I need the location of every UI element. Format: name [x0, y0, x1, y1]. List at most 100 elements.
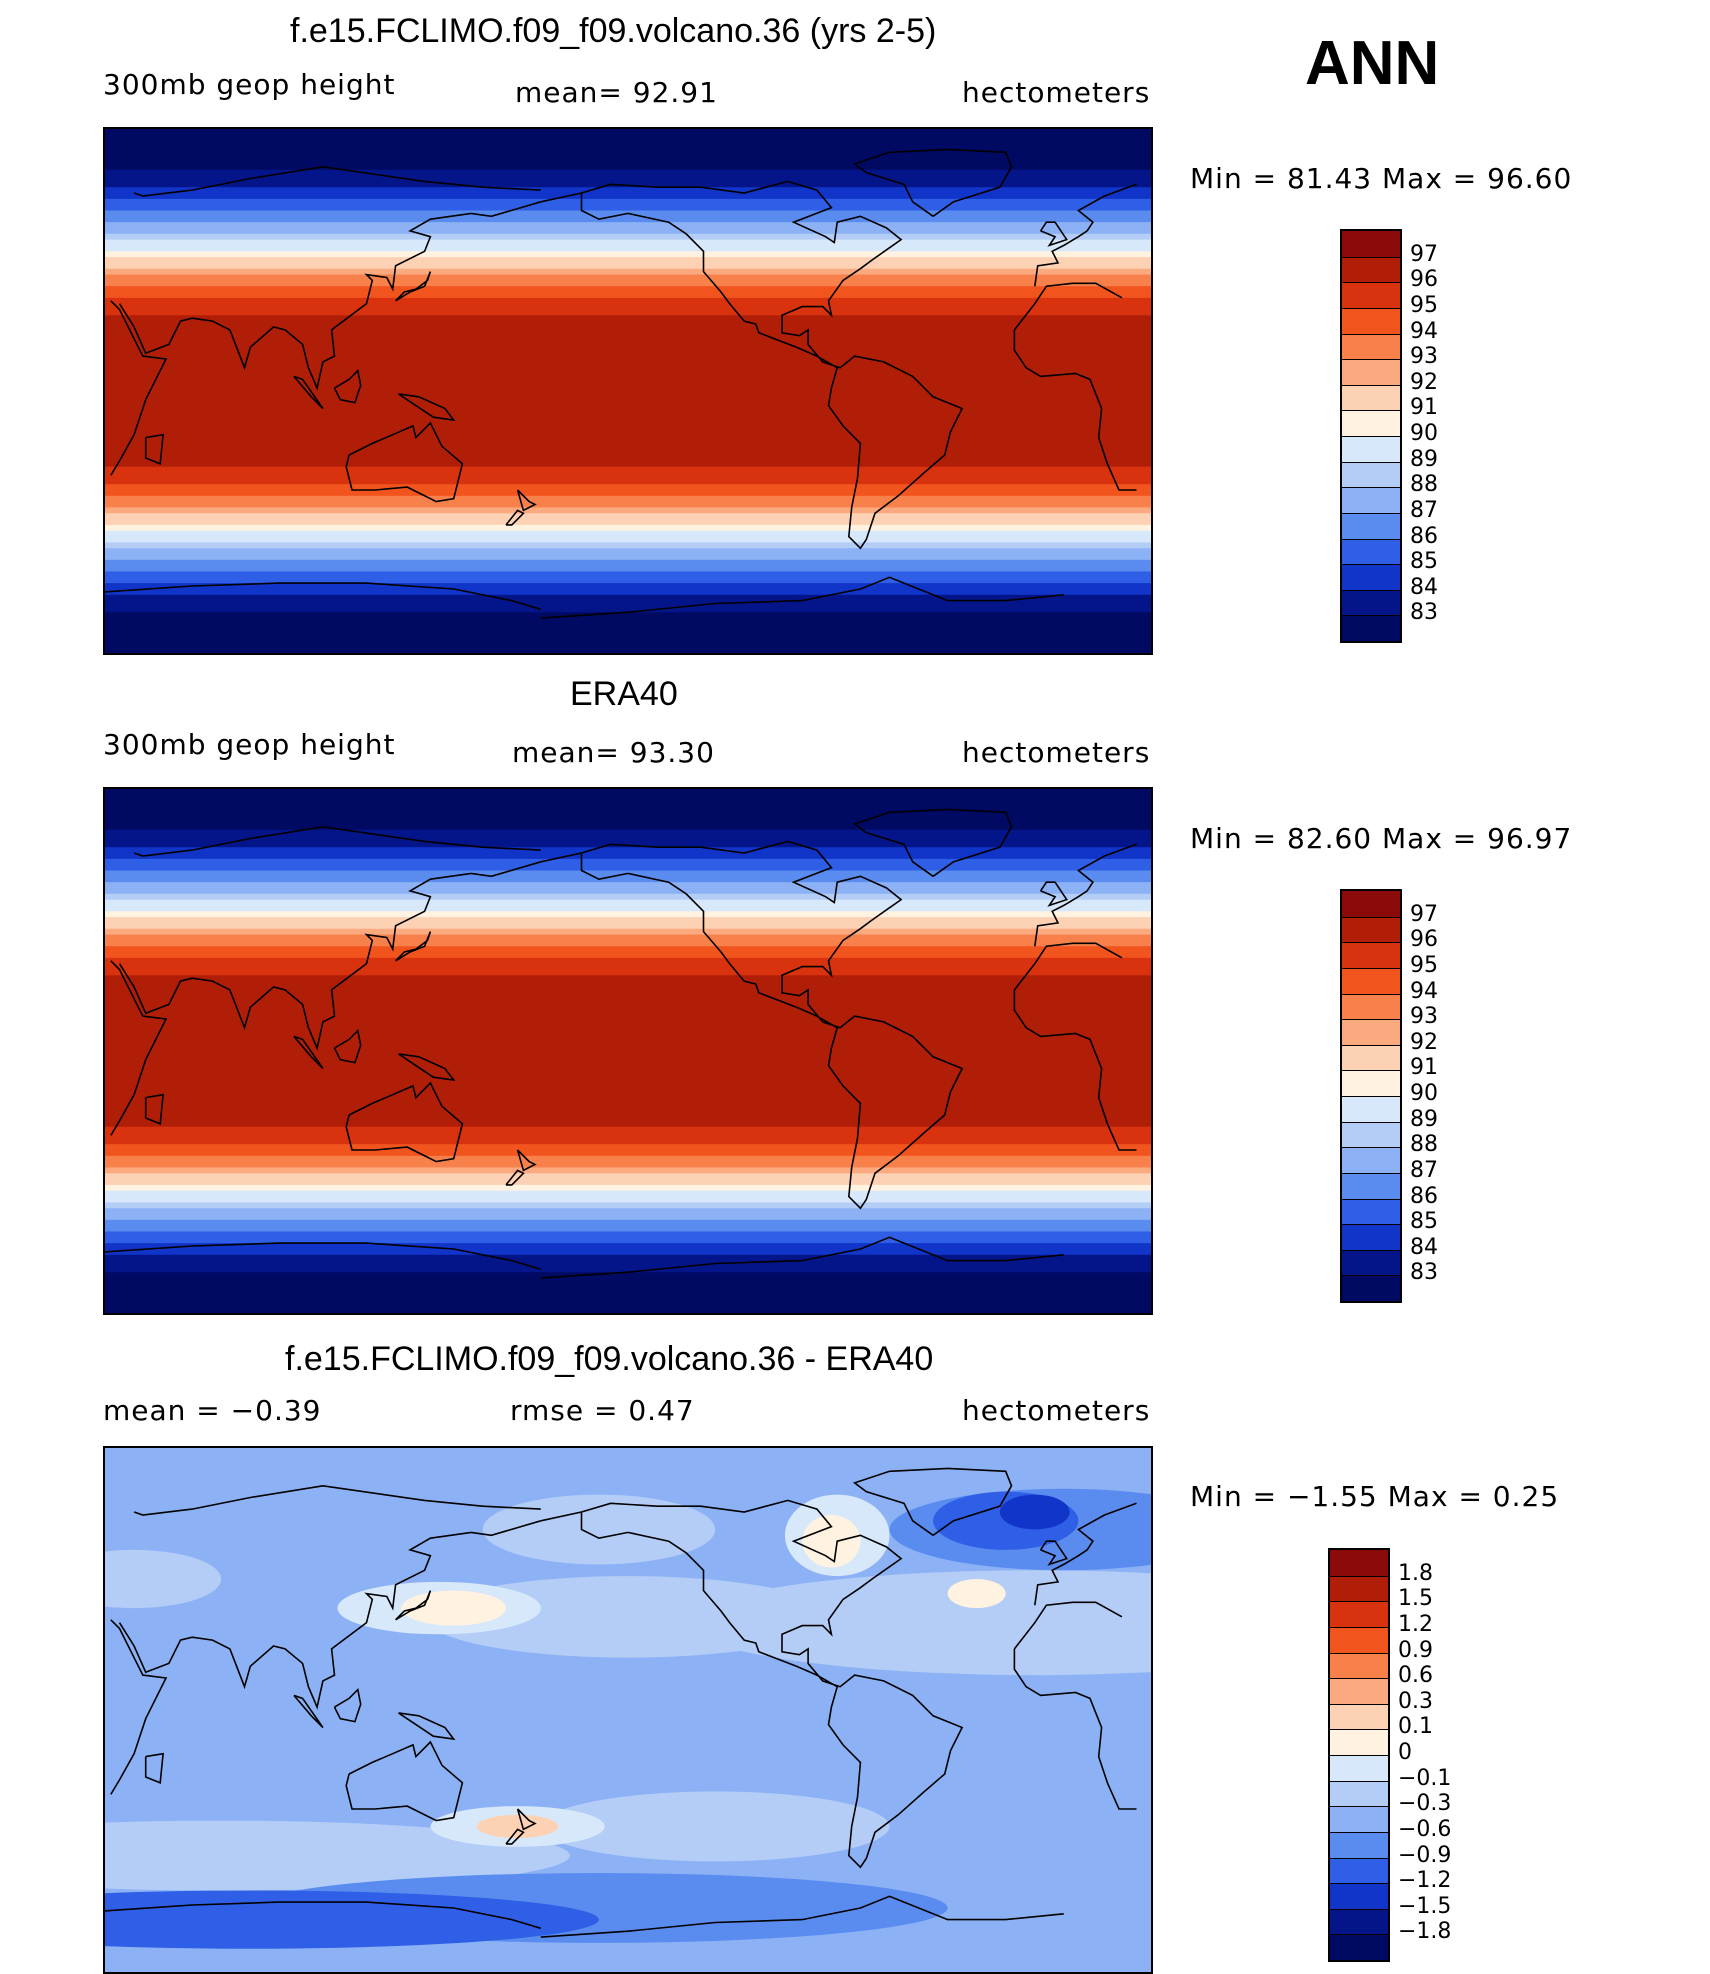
- contour-band: [105, 1301, 1151, 1308]
- colorbar-swatch: [1342, 512, 1400, 539]
- contour-band: [105, 193, 1151, 200]
- contour-band: [105, 794, 1151, 802]
- contour-band: [105, 1016, 1151, 1023]
- contour-band: [105, 1254, 1151, 1262]
- coastline: [505, 1169, 525, 1186]
- coastline: [398, 1053, 456, 1082]
- contour-band: [105, 577, 1151, 584]
- contour-band: [105, 315, 1151, 322]
- contour-band: [105, 800, 1151, 808]
- contour-band: [105, 367, 1151, 375]
- contour-band: [105, 565, 1151, 573]
- contour-band: [105, 140, 1151, 148]
- contour-band: [105, 356, 1151, 363]
- colorbar-swatch: [1342, 461, 1400, 488]
- colorbar-swatch: [1342, 891, 1400, 917]
- colorbar-label: 0.6: [1398, 1663, 1433, 1689]
- units-label: hectometers: [962, 1394, 1151, 1427]
- contour-band: [105, 379, 1151, 386]
- colorbar-label: 91: [1410, 1055, 1438, 1081]
- colorbar-swatch: [1342, 589, 1400, 616]
- contour-band: [105, 882, 1151, 889]
- contour-band: [105, 239, 1151, 247]
- colorbar-label: 97: [1410, 241, 1438, 267]
- contour-band: [105, 981, 1151, 988]
- coastline: [110, 942, 1137, 1151]
- coastline: [852, 808, 1013, 877]
- contour-band: [105, 431, 1151, 439]
- colorbar-swatch: [1342, 993, 1400, 1020]
- contour-band: [105, 1196, 1151, 1203]
- contour-band: [105, 455, 1151, 462]
- contour-band: [105, 623, 1151, 631]
- contour-band: [105, 530, 1151, 538]
- contour-band: [105, 449, 1151, 456]
- coastline: [516, 1149, 537, 1172]
- contour-band: [105, 952, 1151, 959]
- contour-band: [105, 1190, 1151, 1198]
- contour-band: [105, 361, 1151, 369]
- contour-band: [105, 1074, 1151, 1081]
- coastline: [133, 165, 1137, 287]
- contour-band: [105, 1289, 1151, 1297]
- coastline: [852, 1467, 1013, 1536]
- colorbar-label: 97: [1410, 901, 1438, 927]
- colorbar-label: 90: [1410, 421, 1438, 446]
- coastline: [540, 1499, 964, 1869]
- contour-band: [105, 629, 1151, 637]
- contour-band: [105, 1266, 1151, 1273]
- contour-band: [105, 928, 1151, 936]
- contour-band: [105, 1149, 1151, 1157]
- contour-band: [105, 1080, 1151, 1087]
- contour-band: [105, 835, 1151, 842]
- contour-band: [105, 134, 1151, 142]
- contour-band: [105, 818, 1151, 825]
- coastline: [540, 180, 964, 550]
- colorbar-label: 87: [1410, 497, 1438, 523]
- contour-blob: [482, 1494, 716, 1565]
- contour-band: [105, 1132, 1151, 1139]
- colorbar-label: −0.3: [1398, 1791, 1452, 1817]
- colorbar-swatch: [1330, 1601, 1388, 1627]
- colorbar-label: 94: [1410, 318, 1438, 344]
- contour-band: [105, 163, 1151, 171]
- rmse-label: rmse = 0.47: [510, 1394, 695, 1427]
- contour-band: [105, 911, 1151, 918]
- contour-band: [105, 391, 1151, 398]
- colorbar-difference: [1328, 1548, 1390, 1962]
- contour-band: [105, 297, 1151, 305]
- colorbar-label: 96: [1410, 927, 1438, 953]
- contour-band: [105, 1248, 1151, 1256]
- variable-label: 300mb geop height: [103, 728, 396, 761]
- contour-band: [105, 1184, 1151, 1192]
- colorbar-label: 1.2: [1398, 1611, 1433, 1637]
- contour-blob: [105, 1549, 222, 1609]
- contour-band: [105, 554, 1151, 561]
- contour-band: [105, 169, 1151, 177]
- colorbar-swatch: [1342, 282, 1400, 308]
- contour-band: [105, 396, 1151, 404]
- contour-band: [105, 344, 1151, 351]
- colorbar-swatch: [1342, 538, 1400, 565]
- contour-band: [105, 414, 1151, 421]
- colorbar-swatch: [1330, 1678, 1388, 1704]
- contour-band: [105, 992, 1151, 1000]
- colorbar-swatch: [1342, 615, 1400, 641]
- contour-band: [105, 1039, 1151, 1046]
- contour-band: [105, 1144, 1151, 1151]
- contour-band: [105, 1307, 1151, 1313]
- contour-band: [105, 1155, 1151, 1163]
- colorbar-swatch: [1330, 1780, 1388, 1807]
- coastline: [345, 421, 464, 503]
- contour-band: [105, 1295, 1151, 1302]
- contour-band: [105, 484, 1151, 491]
- coastline: [293, 375, 324, 410]
- colorbar-label: 83: [1410, 600, 1438, 626]
- contour-band: [105, 495, 1151, 503]
- contour-band: [105, 559, 1151, 567]
- contour-band: [105, 257, 1151, 264]
- coastline: [118, 1520, 542, 1710]
- contour-band: [105, 1138, 1151, 1145]
- colorbar-label: 88: [1410, 472, 1438, 498]
- colorbar-label: −0.1: [1398, 1765, 1452, 1791]
